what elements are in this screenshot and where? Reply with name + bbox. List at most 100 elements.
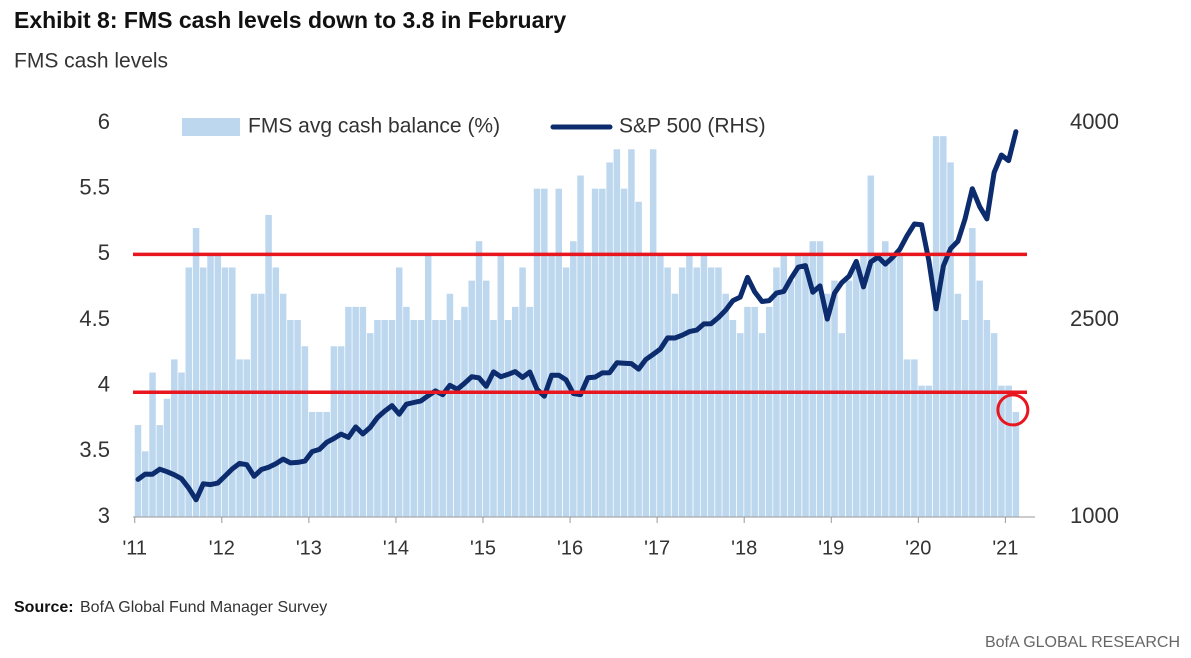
bar (439, 320, 446, 517)
bar (599, 188, 606, 517)
bar (541, 188, 548, 517)
legend-label: S&P 500 (RHS) (619, 115, 766, 138)
bar (642, 254, 650, 518)
bar (990, 333, 998, 517)
y2-tick-label: 1000 (1070, 503, 1119, 528)
bar (874, 254, 882, 518)
bar (577, 175, 584, 518)
bar (700, 254, 708, 518)
x-tick-label: '19 (818, 537, 844, 559)
bar (918, 385, 925, 517)
bar (287, 320, 294, 517)
bar (359, 306, 367, 517)
x-tick-label: '12 (209, 537, 235, 559)
y2-tick-label: 4000 (1070, 109, 1119, 134)
legend-label: FMS avg cash balance (%) (248, 115, 500, 138)
bar (584, 254, 592, 518)
bar (671, 293, 679, 517)
bar (961, 320, 969, 517)
bar (802, 254, 809, 518)
bar (860, 254, 867, 518)
bar (882, 241, 889, 517)
bar (461, 306, 468, 517)
bar (896, 254, 904, 518)
bar (787, 280, 795, 517)
bar (736, 333, 744, 517)
bar (294, 320, 301, 517)
y-tick-label: 4 (98, 371, 110, 396)
source-label: Source: (14, 599, 74, 616)
bar (816, 241, 824, 517)
bar (591, 188, 599, 517)
source-text: BofA Global Fund Manager Survey (80, 599, 327, 616)
bar (403, 306, 410, 517)
bar (207, 254, 214, 518)
bar (417, 320, 425, 517)
footer: BofA GLOBAL RESEARCH (985, 634, 1180, 651)
y-tick-label: 6 (98, 109, 110, 134)
bar (323, 411, 330, 517)
bar (149, 372, 156, 517)
bar (765, 306, 773, 517)
bar (969, 228, 976, 518)
bar (809, 241, 817, 517)
bar (141, 451, 149, 517)
bar (845, 280, 853, 517)
bar (751, 306, 758, 517)
y-tick-label: 5.5 (79, 174, 110, 199)
bar (410, 320, 417, 517)
bar (976, 280, 983, 517)
x-tick-label: '15 (470, 537, 496, 559)
bar (686, 254, 693, 518)
x-tick-label: '18 (731, 537, 757, 559)
bar (134, 425, 142, 517)
bar (163, 398, 171, 517)
bar (279, 293, 287, 517)
bar (432, 320, 439, 517)
bar (316, 411, 323, 517)
bar (192, 228, 200, 518)
bar (214, 254, 222, 518)
bar (903, 359, 911, 517)
y-tick-label: 5 (98, 240, 110, 265)
bar (511, 306, 519, 517)
bar (628, 149, 635, 517)
bar (258, 293, 265, 517)
y-tick-label: 3 (98, 503, 110, 528)
bar (548, 254, 555, 518)
bar (729, 320, 737, 517)
bar (635, 201, 642, 518)
bar (483, 280, 490, 517)
bar (947, 162, 954, 517)
bar (889, 254, 896, 518)
bar (490, 320, 497, 517)
bar (504, 320, 512, 517)
bar (555, 188, 563, 517)
bar (250, 293, 258, 517)
bar (983, 320, 991, 517)
x-tick-label: '13 (296, 537, 322, 559)
bar (794, 254, 802, 518)
bar (265, 214, 272, 517)
x-tick-label: '11 (122, 537, 147, 559)
bar (911, 359, 918, 517)
bar (867, 175, 875, 518)
highlight-circle (996, 393, 1030, 427)
bar (744, 306, 751, 517)
bar (925, 385, 933, 517)
bar (468, 280, 475, 517)
x-tick-label: '14 (383, 537, 409, 559)
x-tick-label: '21 (992, 537, 1018, 559)
bar (497, 254, 505, 518)
bar (1012, 411, 1020, 517)
bar (178, 372, 185, 517)
bar (301, 346, 309, 517)
bar (620, 188, 628, 517)
bar (824, 293, 831, 517)
bar (236, 359, 243, 517)
bar (838, 333, 845, 517)
x-tick-label: '20 (905, 537, 931, 559)
bar (606, 162, 613, 517)
bar (722, 293, 729, 517)
